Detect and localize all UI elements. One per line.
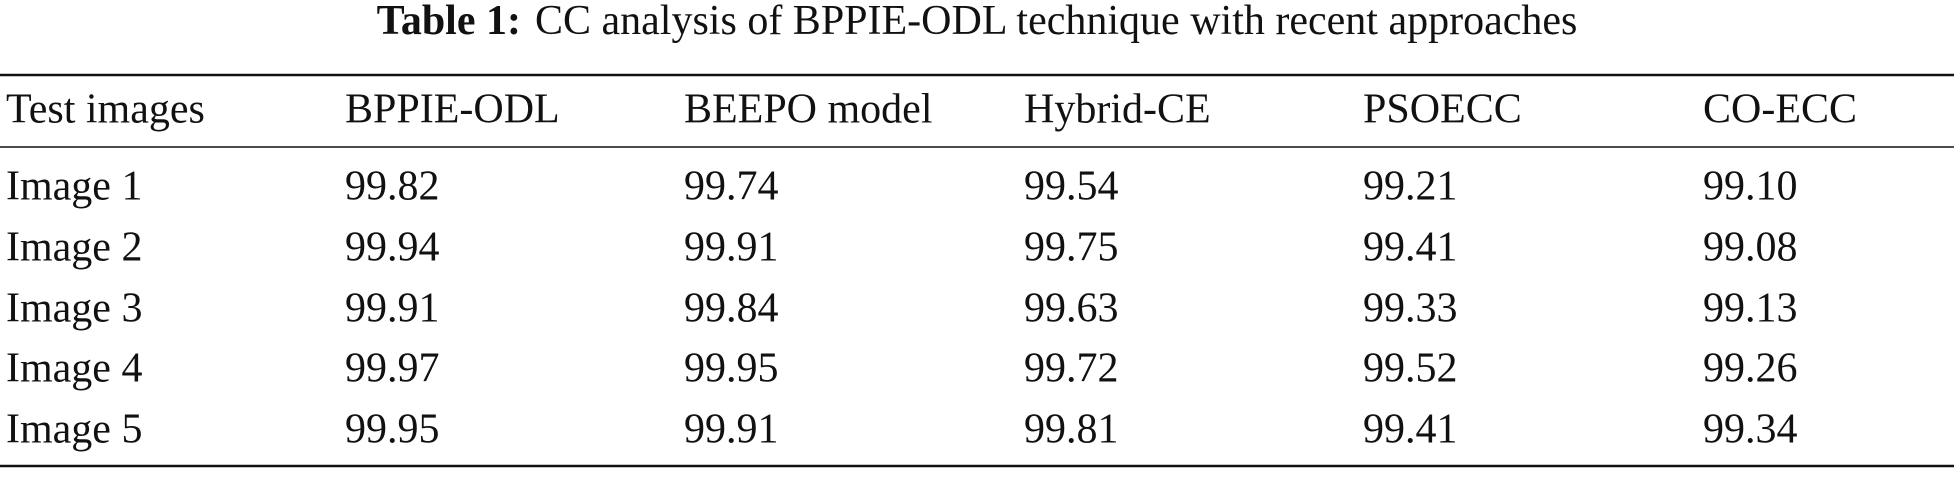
- header-cell: PSOECC: [1363, 87, 1522, 133]
- table-cell: 99.75: [1024, 225, 1119, 271]
- table-cell: 99.63: [1024, 286, 1119, 332]
- table-cell: 99.82: [345, 164, 440, 210]
- table-cell: 99.95: [684, 346, 779, 392]
- header-cell: Hybrid-CE: [1024, 87, 1211, 133]
- table-cell: 99.33: [1363, 286, 1458, 332]
- table-cell: 99.10: [1703, 164, 1798, 210]
- table-cell: 99.91: [684, 225, 779, 271]
- table-cell: 99.94: [345, 225, 440, 271]
- table-title: Table 1: CC analysis of BPPIE-ODL techniq…: [377, 0, 1578, 44]
- table-cell: 99.91: [345, 286, 440, 332]
- row-label: Image 1: [6, 164, 142, 210]
- table-cell: 99.97: [345, 346, 440, 392]
- table-cell: 99.41: [1363, 407, 1458, 453]
- table-cell: 99.26: [1703, 346, 1798, 392]
- table-cell: 99.74: [684, 164, 779, 210]
- table-cell: 99.41: [1363, 225, 1458, 271]
- header-cell: BEEPO model: [684, 87, 933, 133]
- table-cell: 99.95: [345, 407, 440, 453]
- row-label: Image 5: [6, 407, 142, 453]
- table-label: Table 1:: [377, 0, 521, 44]
- row-label: Image 3: [6, 286, 142, 332]
- table-cell: 99.72: [1024, 346, 1119, 392]
- table-caption: CC analysis of BPPIE-ODL technique with …: [535, 0, 1577, 44]
- table-cell: 99.81: [1024, 407, 1119, 453]
- table-cell: 99.34: [1703, 407, 1798, 453]
- table-cell: 99.52: [1363, 346, 1458, 392]
- table-cell: 99.84: [684, 286, 779, 332]
- header-cell: CO-ECC: [1703, 87, 1857, 133]
- table-cell: 99.21: [1363, 164, 1458, 210]
- row-label: Image 2: [6, 225, 142, 271]
- row-label: Image 4: [6, 346, 142, 392]
- table-cell: 99.54: [1024, 164, 1119, 210]
- table-cell: 99.13: [1703, 286, 1798, 332]
- header-cell: Test images: [6, 87, 205, 133]
- table-cell: 99.08: [1703, 225, 1798, 271]
- header-cell: BPPIE-ODL: [345, 87, 560, 133]
- table-cell: 99.91: [684, 407, 779, 453]
